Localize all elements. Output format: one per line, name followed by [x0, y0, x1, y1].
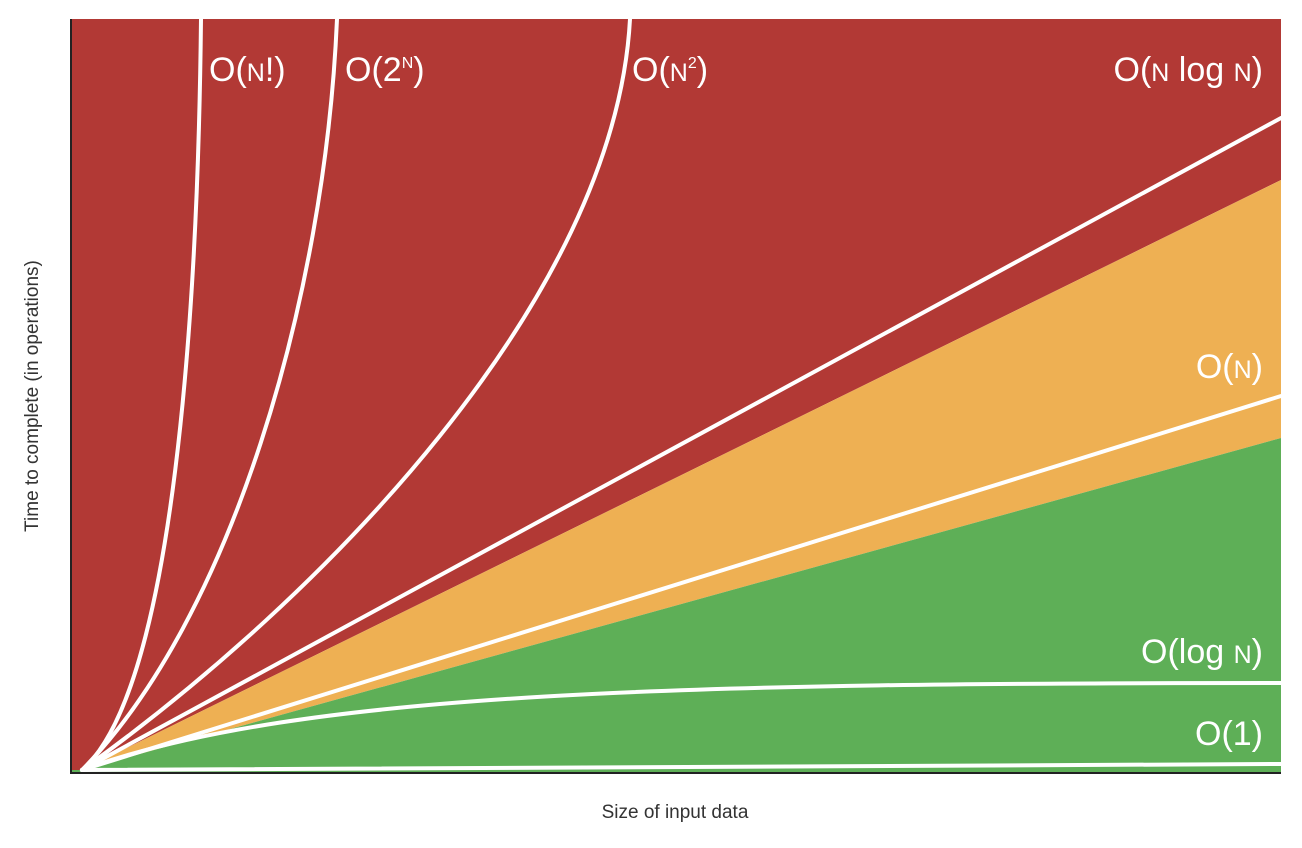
curve-exponential — [80, 17, 339, 772]
label-nlogn: O(N log N) — [1114, 51, 1264, 89]
label-quadratic: O(N2) — [632, 51, 708, 89]
curve-nlogn — [80, 116, 1283, 772]
curve-linear — [80, 394, 1283, 772]
curve-factorial — [80, 17, 203, 772]
y-axis-label: Time to complete (in operations) — [22, 260, 43, 532]
region-good — [71, 438, 1281, 773]
curve-quadratic — [80, 17, 632, 772]
x-axis-label: Size of input data — [602, 802, 749, 823]
plot-area: O(N!) O(2N) O(N2) O(N log N) O(N) O(log … — [71, 17, 1283, 773]
label-linear: O(N) — [1196, 348, 1263, 386]
label-exponential: O(2N) — [345, 51, 425, 89]
curve-log — [80, 681, 1283, 772]
label-constant: O(1) — [1195, 715, 1263, 753]
label-log: O(log N) — [1141, 633, 1263, 671]
curve-constant — [80, 762, 1283, 772]
label-factorial: O(N!) — [209, 51, 286, 89]
region-horrible — [71, 19, 1281, 770]
region-fair — [82, 180, 1281, 770]
